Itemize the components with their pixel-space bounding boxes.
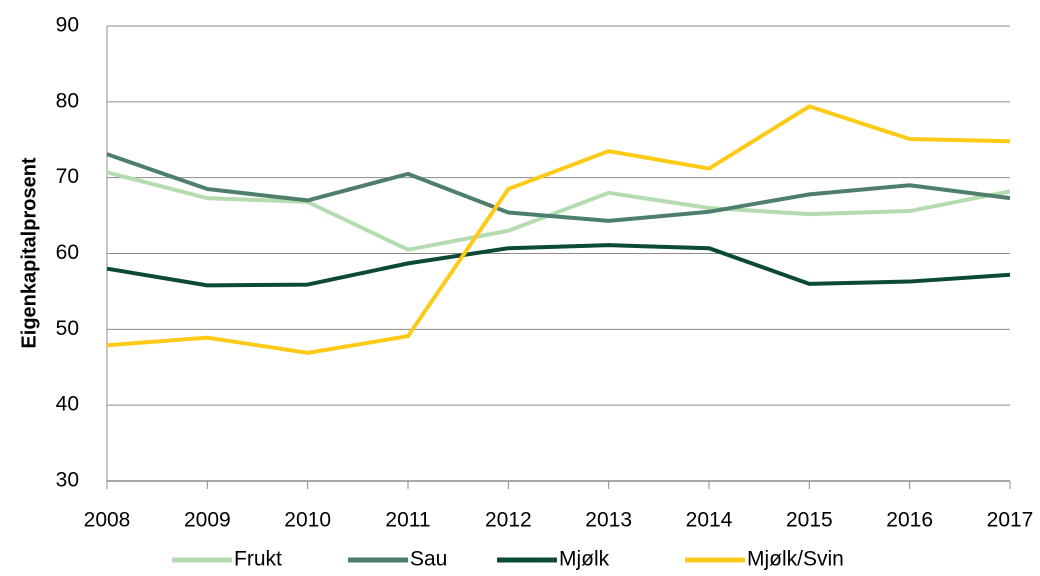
y-tick-label: 50 xyxy=(56,317,79,340)
legend-label: Sau xyxy=(410,548,447,571)
y-tick-label: 70 xyxy=(56,165,79,188)
legend-label: Mjølk/Svin xyxy=(747,548,844,571)
y-tick-label: 90 xyxy=(56,14,79,37)
legend-label: Frukt xyxy=(234,548,282,571)
series-line xyxy=(106,170,1011,252)
x-tick-label: 2011 xyxy=(385,509,430,532)
y-tick-label: 80 xyxy=(56,89,79,112)
y-tick-label: 30 xyxy=(56,469,79,492)
x-tick-label: 2010 xyxy=(284,509,331,532)
y-axis-label: Eigenkapitalprosent xyxy=(18,157,40,348)
series-line xyxy=(106,152,1011,223)
x-tick-label: 2017 xyxy=(987,509,1034,532)
x-tick-label: 2015 xyxy=(786,509,833,532)
legend-label: Mjølk xyxy=(559,548,610,571)
x-tick-label: 2013 xyxy=(585,509,632,532)
y-tick-label: 40 xyxy=(56,393,79,416)
series-line xyxy=(106,243,1011,288)
series-line xyxy=(106,104,1011,355)
x-tick-label: 2008 xyxy=(84,509,131,532)
x-tick-label: 2016 xyxy=(886,509,933,532)
x-tick-label: 2014 xyxy=(686,509,733,532)
x-tick-label: 2009 xyxy=(184,509,231,532)
y-tick-label: 60 xyxy=(56,241,79,264)
x-tick-label: 2012 xyxy=(485,509,532,532)
